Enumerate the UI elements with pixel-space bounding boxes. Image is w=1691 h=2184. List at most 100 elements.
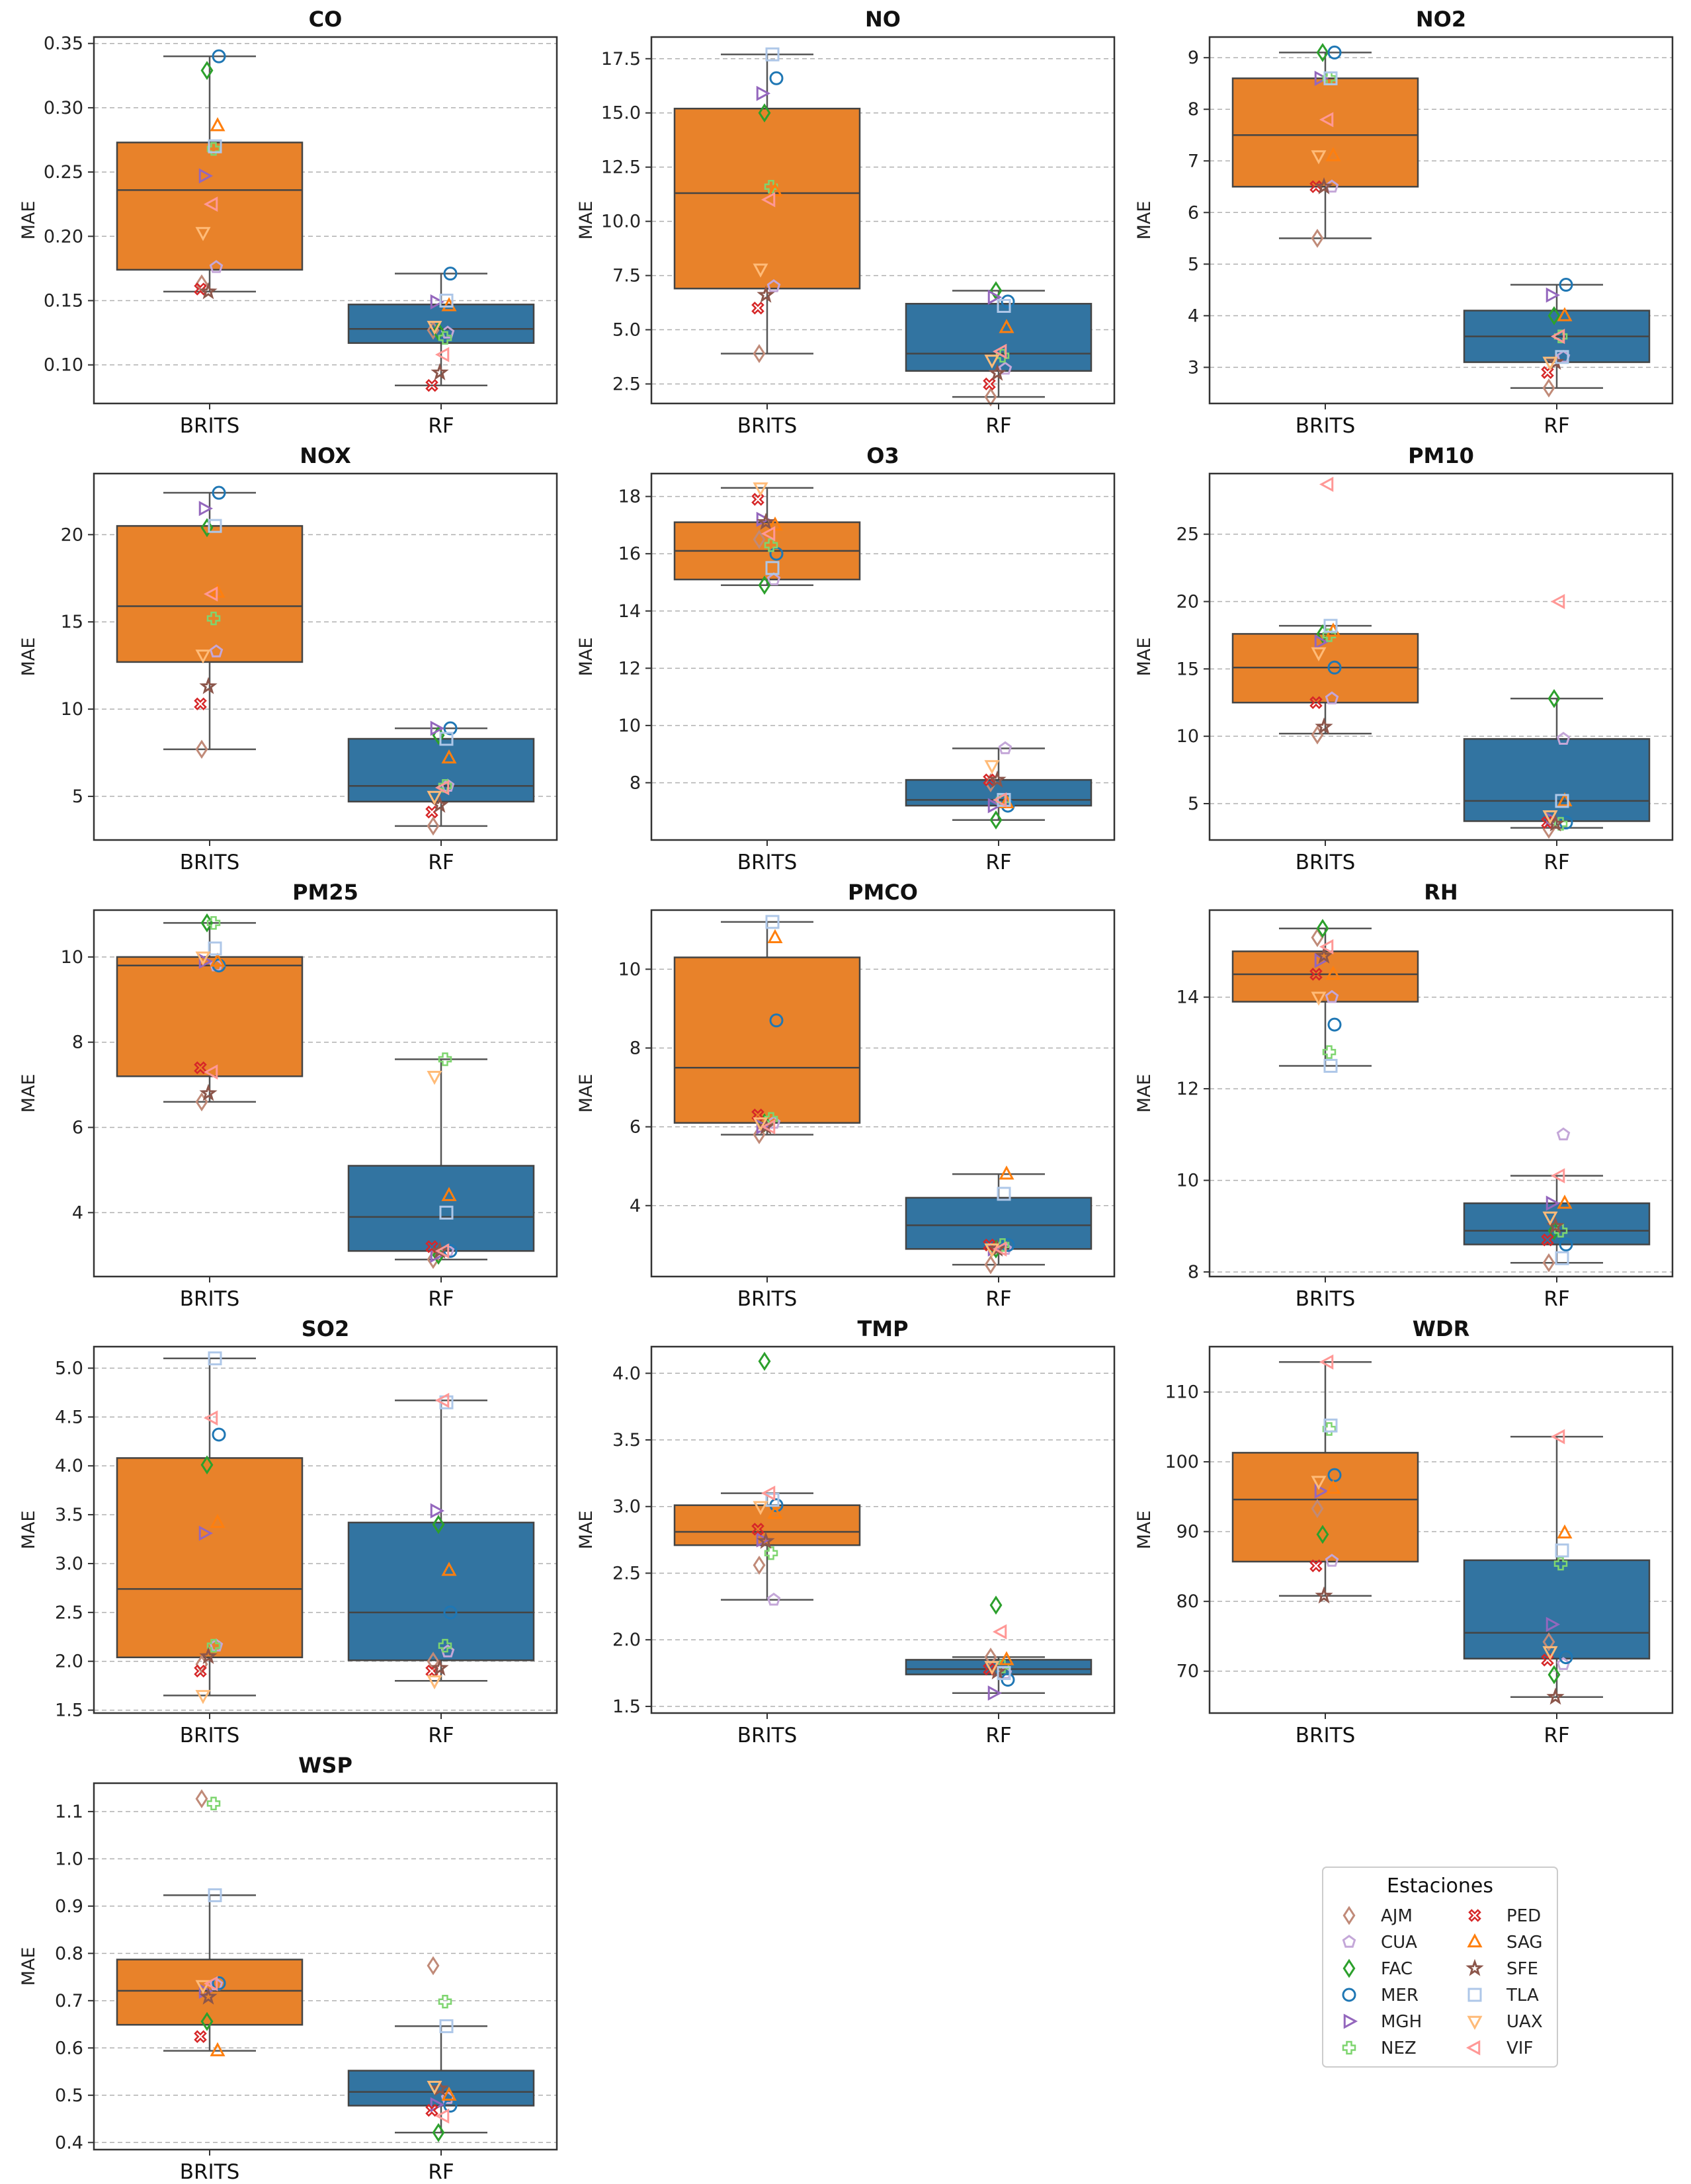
- point-ped: [1541, 1233, 1554, 1247]
- panel-tmp: 1.5 2.0 2.5 3.0 3.5 4.0 TMP MAE BRITS RF: [576, 1316, 1116, 1747]
- point-sfe: [1315, 177, 1333, 194]
- y-tick-label: 0.6: [55, 2038, 83, 2058]
- panel-title: O3: [866, 443, 899, 468]
- panel-pm10: 5 10 15 20 25 PM10 MAE BRITS RF: [1134, 443, 1674, 874]
- point-vif: [434, 347, 450, 362]
- point-sag: [767, 929, 783, 943]
- x-tick-label: BRITS: [1296, 1724, 1356, 1747]
- point-ped: [425, 379, 438, 392]
- point-ped: [1309, 968, 1323, 981]
- point-sfe: [1315, 717, 1333, 735]
- point-vif: [1319, 939, 1334, 954]
- point-ped: [1541, 1654, 1554, 1667]
- point-fac: [200, 1455, 214, 1475]
- point-mgh: [198, 1525, 214, 1541]
- panel-wdr: 70 80 90 100 110 WDR MAE BRITS RF: [1134, 1316, 1674, 1747]
- point-sfe: [988, 770, 1007, 788]
- panel-no: 2.5 5.0 7.5 10.0 12.5 15.0 17.5 NO MAE BRITS RF: [576, 7, 1116, 438]
- y-tick-label: 0.10: [44, 355, 83, 376]
- point-ajm: [1542, 1632, 1555, 1652]
- y-tick-label: 8: [72, 1032, 83, 1053]
- x-tick-label: BRITS: [1296, 1287, 1356, 1311]
- x-tick-label: BRITS: [737, 851, 798, 874]
- y-tick-label: 0.5: [55, 2085, 83, 2106]
- y-tick-label: 10: [61, 699, 83, 720]
- point-tla: [208, 941, 222, 956]
- point-ped: [1309, 696, 1323, 710]
- point-ped: [1541, 366, 1554, 379]
- point-ajm: [753, 1555, 766, 1575]
- point-uax: [984, 1661, 1000, 1675]
- y-tick-label: 7: [1188, 151, 1199, 171]
- point-uax: [427, 1070, 442, 1085]
- y-axis-label: MAE: [576, 201, 597, 240]
- plot-frame: [93, 472, 558, 841]
- point-uax: [1311, 647, 1327, 661]
- point-sfe: [199, 1646, 218, 1664]
- y-tick-label: 4: [630, 1196, 641, 1216]
- point-uax: [753, 1117, 768, 1132]
- y-tick-label: 90: [1176, 1522, 1199, 1542]
- y-tick-label: 12: [618, 658, 641, 679]
- y-axis-label: MAE: [576, 638, 597, 677]
- y-axis-label: MAE: [19, 1947, 39, 1986]
- x-tick-label: RF: [1544, 414, 1569, 438]
- y-tick-label: 3: [1188, 357, 1199, 378]
- legend-label-ajm: AJM: [1381, 1906, 1413, 1926]
- point-sag: [1557, 1195, 1573, 1209]
- point-sfe: [757, 513, 775, 530]
- y-tick-label: 9: [1188, 48, 1199, 68]
- point-vif: [203, 1410, 218, 1426]
- y-tick-label: 5: [72, 786, 83, 807]
- y-tick-label: 1.1: [55, 1802, 83, 1822]
- point-tla: [1323, 71, 1338, 85]
- point-tla: [1555, 794, 1569, 808]
- point-mgh: [1314, 1483, 1329, 1499]
- point-nez: [438, 1638, 452, 1653]
- point-ped: [983, 377, 996, 391]
- legend-marker-sfe: [1465, 1958, 1484, 1976]
- legend-label-nez: NEZ: [1381, 2038, 1417, 2058]
- panel-title: SO2: [302, 1316, 350, 1341]
- y-tick-label: 80: [1176, 1591, 1199, 1612]
- point-fac: [758, 103, 771, 123]
- y-tick-label: 15.0: [601, 103, 641, 124]
- y-axis-label: MAE: [19, 201, 39, 240]
- y-tick-label: 1.5: [55, 1701, 83, 1721]
- point-uax: [1311, 150, 1327, 165]
- legend-label-uax: UAX: [1506, 2012, 1543, 2032]
- y-tick-label: 3.0: [55, 1554, 83, 1574]
- point-tla: [1323, 1418, 1338, 1433]
- point-vif: [1550, 1168, 1565, 1184]
- y-tick-label: 5: [1188, 794, 1199, 814]
- point-tla: [439, 732, 454, 746]
- x-tick-label: BRITS: [180, 1724, 240, 1747]
- y-axis-label: MAE: [1134, 1511, 1155, 1550]
- point-ajm: [195, 1789, 208, 1809]
- point-fac: [1547, 306, 1561, 325]
- point-sag: [210, 2042, 226, 2056]
- point-mer: [1559, 1238, 1573, 1252]
- panel-title: PM10: [1408, 443, 1474, 468]
- x-tick-label: RF: [428, 414, 454, 438]
- y-tick-label: 12: [1176, 1079, 1199, 1099]
- point-tla: [439, 1205, 454, 1220]
- point-nez: [1322, 1045, 1337, 1059]
- point-cua: [1556, 1127, 1571, 1141]
- point-sag: [441, 749, 457, 764]
- point-mgh: [198, 168, 214, 184]
- plot-frame: [1208, 36, 1674, 405]
- point-vif: [1319, 112, 1334, 128]
- y-tick-label: 6: [630, 1117, 641, 1138]
- point-ajm: [753, 344, 766, 364]
- point-uax: [1542, 357, 1558, 371]
- y-tick-label: 0.4: [55, 2132, 83, 2153]
- point-ajm: [1311, 1499, 1324, 1519]
- point-vif: [761, 1486, 776, 1501]
- point-nez: [1322, 1422, 1337, 1436]
- point-uax: [195, 1690, 211, 1704]
- point-fac: [758, 575, 771, 595]
- point-tla: [765, 1493, 780, 1507]
- panel-so2: 1.5 2.0 2.5 3.0 3.5 4.0 4.5 5.0 SO2 MAE BRITS RF: [19, 1316, 558, 1747]
- legend: Estaciones AJM CUA FAC MER MGH NEZ PED SAG SFE TLA…: [1322, 1867, 1558, 2068]
